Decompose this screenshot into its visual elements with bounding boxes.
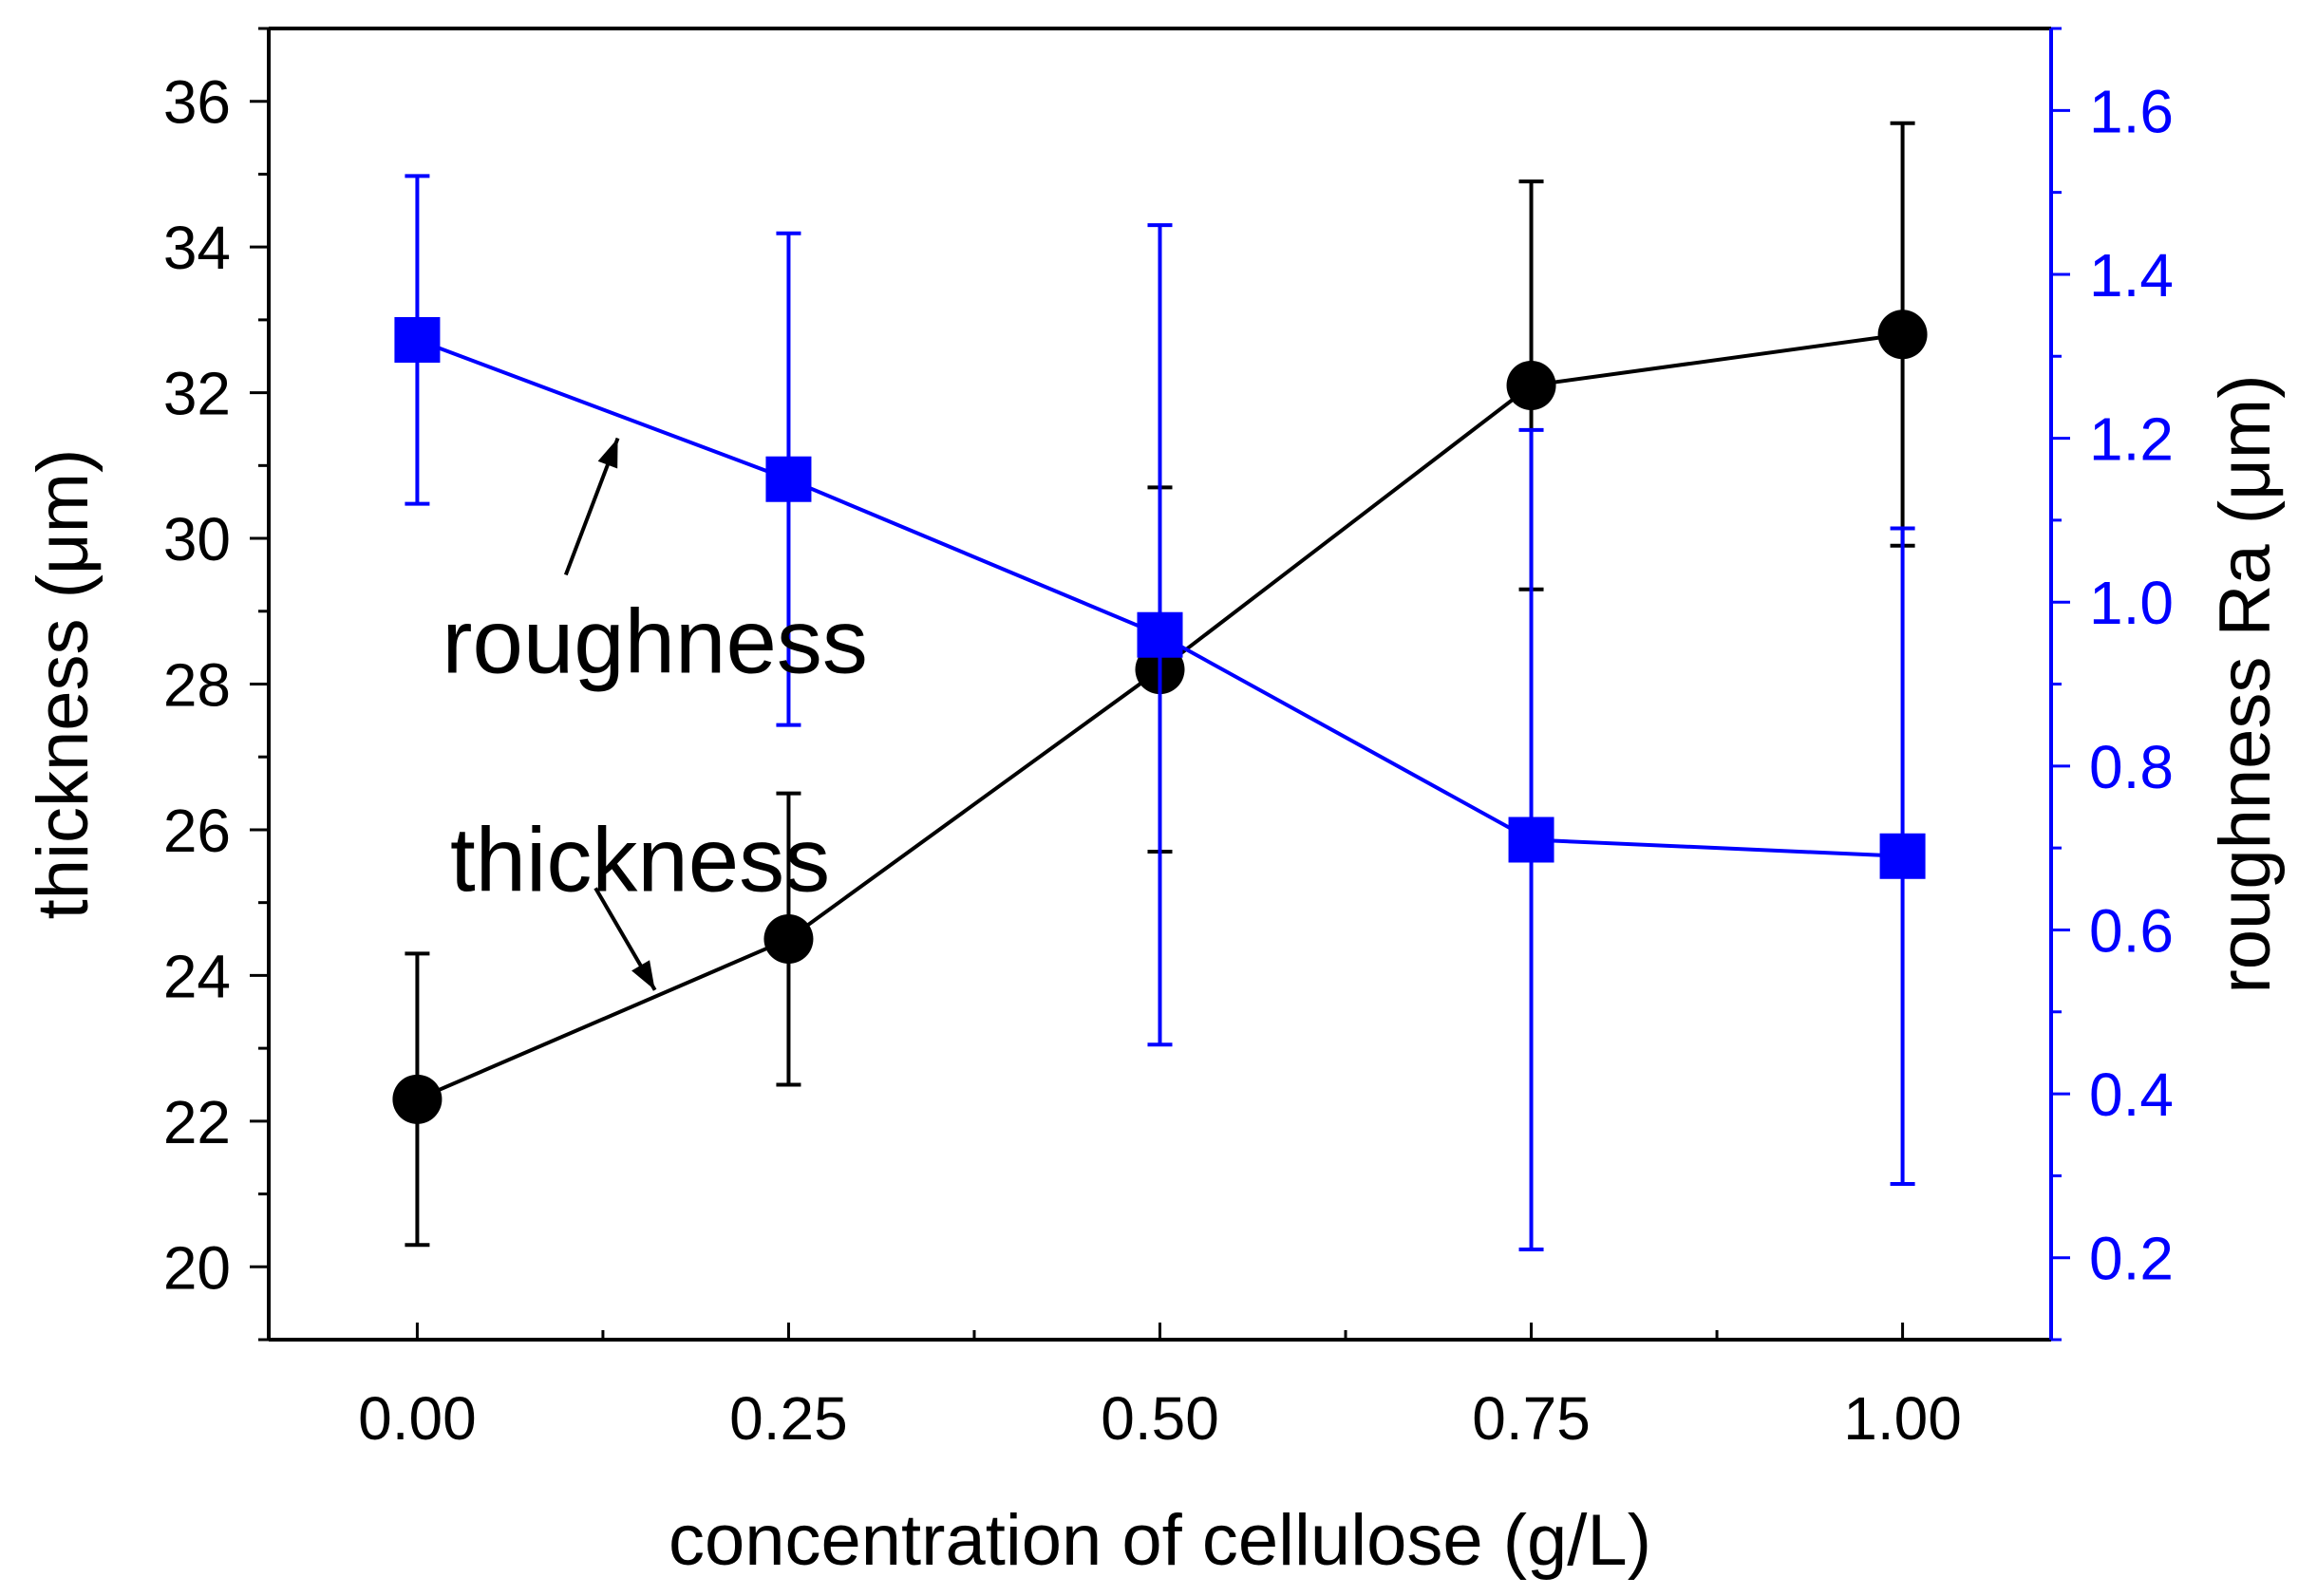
series-layer — [392, 121, 1928, 1252]
x-tick-label: 0.00 — [358, 1384, 477, 1453]
roughness-marker — [1879, 833, 1926, 879]
y-left-tick-label: 30 — [163, 505, 231, 573]
axes-layer: 0.00 0.25 0.50 0.75 1.00 20 22 24 26 28 30 32 34 36 0.… — [163, 27, 2174, 1453]
thickness-marker — [763, 914, 814, 965]
thickness-arrow-head — [631, 960, 655, 990]
thickness-marker — [1877, 310, 1928, 360]
y-left-tick-label: 36 — [163, 68, 231, 137]
y-left-tick-label: 26 — [163, 797, 231, 865]
roughness-marker — [765, 456, 812, 502]
y-right-tick-label: 0.8 — [2089, 733, 2174, 801]
x-tick-label: 0.75 — [1472, 1384, 1591, 1453]
roughness-marker — [394, 316, 441, 363]
y-left-tick-label: 32 — [163, 360, 231, 428]
y-axis-left-title: thickness (μm) — [23, 449, 104, 920]
roughness-marker — [1508, 817, 1554, 863]
y-axis-right-title: roughness Ra (μm) — [2205, 374, 2286, 993]
y-right-tick-label: 1.6 — [2089, 77, 2174, 145]
x-tick-label: 0.25 — [729, 1384, 848, 1453]
y-right-tick-label: 1.2 — [2089, 405, 2174, 474]
y-right-tick-label: 1.4 — [2089, 241, 2174, 310]
roughness-marker — [1137, 611, 1183, 658]
y-right-tick-label: 0.4 — [2089, 1061, 2174, 1129]
annotation-roughness-label: roughness — [443, 591, 868, 692]
x-axis-title: concentration of cellulose (g/L) — [669, 1500, 1651, 1581]
text-layer: concentration of cellulose (g/L) thickne… — [23, 374, 2286, 1581]
y-right-tick-label: 0.6 — [2089, 896, 2174, 965]
x-tick-label: 0.50 — [1101, 1384, 1219, 1453]
roughness-arrow-head — [597, 438, 618, 469]
y-left-tick-label: 22 — [163, 1088, 231, 1156]
y-right-tick-label: 0.2 — [2089, 1225, 2174, 1293]
y-left-tick-label: 20 — [163, 1233, 231, 1302]
y-left-tick-label: 28 — [163, 651, 231, 720]
thickness-marker — [392, 1074, 443, 1124]
y-left-tick-label: 24 — [163, 942, 231, 1010]
y-right-tick-label: 1.0 — [2089, 569, 2174, 637]
annotation-thickness-label: thickness — [450, 810, 830, 911]
x-tick-label: 1.00 — [1843, 1384, 1962, 1453]
y-left-tick-label: 34 — [163, 214, 231, 282]
thickness-marker — [1506, 360, 1556, 410]
